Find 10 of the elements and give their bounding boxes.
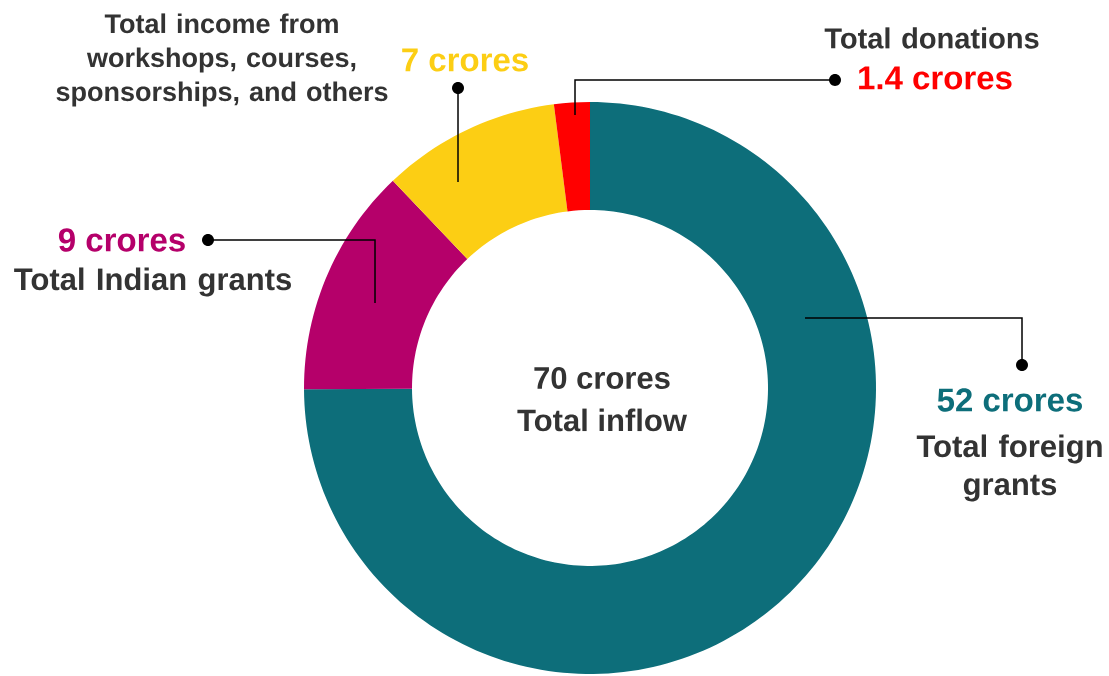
data-label: 52 crores	[937, 388, 1082, 412]
data-label: 9 crores	[58, 228, 185, 252]
data-label: 7 crores	[402, 48, 528, 72]
slice-label: Total foreign grants	[916, 434, 1102, 502]
text: 70 crores	[534, 367, 670, 389]
text: Total inflow	[517, 408, 688, 432]
slice-label: Total Indian grants	[14, 267, 291, 297]
slice-label: Total donations	[824, 27, 1039, 49]
data-label: 1.4 crores	[859, 66, 1012, 90]
slice-label: Total income from workshops, courses, sponsorships, and others	[56, 13, 388, 107]
